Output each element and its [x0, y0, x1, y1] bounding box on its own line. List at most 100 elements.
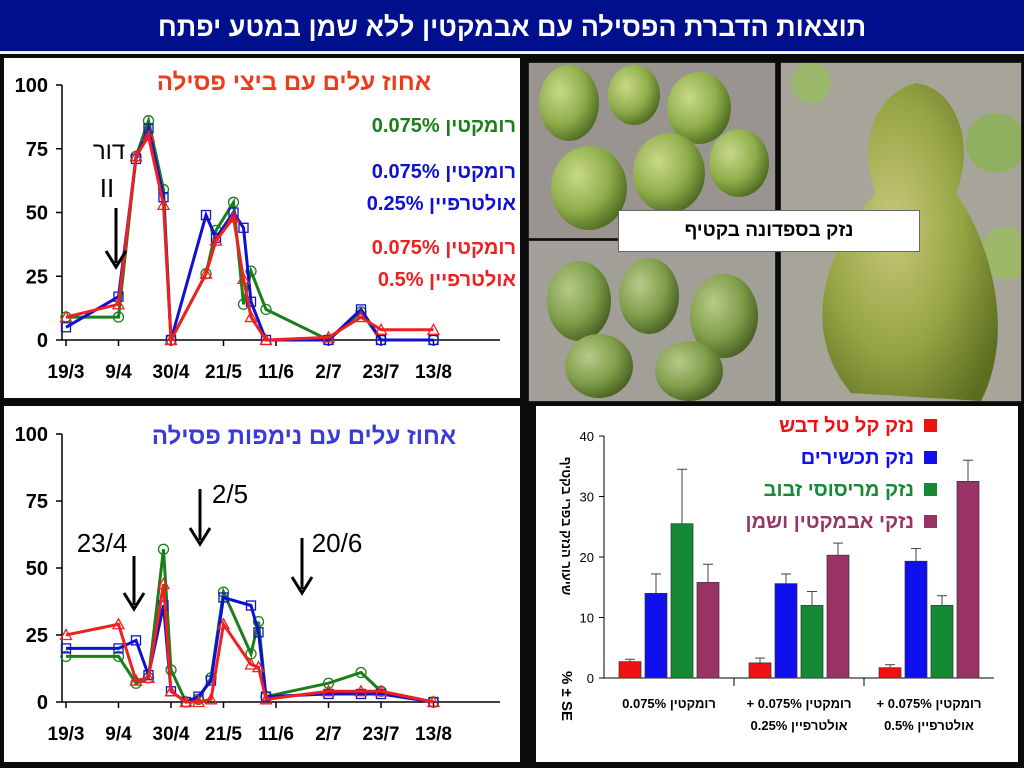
data-point	[60, 650, 72, 663]
data-point	[143, 123, 154, 134]
data-point	[426, 695, 441, 708]
legend-label: נזקי אבמקטין ושמן	[745, 511, 914, 533]
annotation-label: 2/5	[212, 479, 248, 509]
x-tick-label: 2/7	[315, 724, 341, 745]
pears-photo-2	[528, 240, 776, 402]
legend-label: נזק קל טל דבש	[779, 415, 914, 437]
y-tick-label: 50	[26, 558, 48, 580]
x-tick-label: 19/3	[48, 362, 85, 383]
legend-label: נזק תכשירים	[801, 447, 914, 469]
data-point	[322, 677, 335, 689]
data-point	[374, 322, 388, 335]
data-point	[218, 592, 229, 603]
y-tick-label: 25	[26, 266, 48, 288]
bar	[774, 583, 798, 679]
data-point	[355, 304, 367, 315]
arrow-head	[104, 250, 128, 270]
data-point	[141, 129, 156, 142]
data-point	[112, 650, 125, 663]
data-point	[60, 322, 72, 333]
y-tick-label: 20	[580, 550, 594, 565]
data-point	[259, 333, 273, 346]
y-tick-label: 0	[37, 330, 48, 352]
data-point	[259, 692, 273, 705]
x-tick-label: 11/6	[258, 724, 294, 745]
annotation-label: 20/6	[312, 528, 363, 558]
bar	[904, 560, 928, 679]
x-tick-label: 19/3	[48, 724, 85, 745]
data-point	[244, 310, 258, 323]
arrow-head	[188, 527, 212, 547]
data-point	[113, 643, 124, 654]
category-label-2: אולטרפיין 0.25%	[751, 718, 848, 733]
damage-bar-chart: 0 10 20 30 40 רומקטין 0.075% רומקטין 0.075% + א…	[558, 415, 994, 733]
data-point	[426, 322, 441, 335]
data-point	[236, 271, 251, 284]
legend-swatch	[924, 515, 937, 528]
page-title: תוצאות הדברת הפסילה עם אבמקטין ללא שמן ב…	[0, 0, 1024, 54]
bar	[956, 481, 980, 679]
y-tick-label: 25	[26, 625, 48, 647]
data-point	[129, 149, 143, 162]
bar	[618, 661, 642, 679]
x-tick-label: 23/7	[363, 362, 400, 383]
series-line-3	[65, 132, 434, 346]
x-tick-label: 13/8	[415, 362, 452, 383]
y-tick-label: 100	[15, 75, 48, 97]
y-tick-label: 0	[37, 692, 48, 714]
x-tick-label: 21/5	[205, 724, 242, 745]
data-point	[374, 684, 388, 697]
data-point	[260, 303, 272, 316]
data-point	[59, 310, 73, 323]
bar	[696, 582, 720, 679]
y-tick-label: 0	[587, 671, 594, 686]
eggs-line-chart: 0 25 50 75 100 19/3 9/4 30/4 21/5 11/6 2/7 23/7 13/8…	[15, 69, 517, 383]
x-tick-label: 30/4	[153, 362, 190, 383]
data-point	[156, 577, 171, 590]
x-tick-label: 2/7	[315, 362, 341, 383]
data-point	[112, 311, 125, 323]
x-tick-label: 30/4	[153, 724, 190, 745]
data-point	[199, 266, 213, 279]
data-point	[164, 333, 178, 346]
y-tick-label: 75	[26, 139, 48, 161]
data-point	[157, 543, 170, 555]
bar	[930, 605, 954, 679]
data-point	[209, 233, 223, 246]
bar	[826, 554, 850, 679]
x-tick-label: 9/4	[105, 724, 132, 745]
data-point	[260, 691, 272, 702]
data-point	[354, 684, 368, 697]
x-tick-label: 23/7	[363, 724, 400, 745]
data-point	[191, 695, 206, 708]
data-point	[354, 310, 368, 323]
legend-swatch	[924, 451, 937, 464]
data-point	[111, 297, 126, 310]
photo-caption: נזק בספדונה בקטיף	[618, 210, 920, 252]
y-axis-title: שיעור הנזק בפרי בקטיף	[559, 457, 574, 595]
y-tick-label: 40	[580, 429, 594, 444]
legend-label-3: רומקטין 0.075%	[372, 237, 516, 259]
data-point	[253, 627, 264, 638]
bar	[800, 605, 824, 679]
legend-label-1: רומקטין 0.075%	[372, 115, 516, 137]
category-label: רומקטין 0.075%	[622, 696, 716, 711]
arrow-head	[122, 592, 146, 612]
legend-label: נזק מריסוסי זבוב	[764, 479, 914, 501]
y-tick-label: 50	[26, 203, 48, 225]
data-point	[227, 196, 240, 208]
data-point	[251, 660, 266, 673]
data-point	[238, 222, 249, 233]
data-point	[245, 600, 257, 611]
legend-label-2: אולטרפיין 0.25%	[367, 193, 517, 215]
annotation-label: 23/4	[77, 528, 128, 558]
data-point	[375, 334, 387, 346]
data-point	[156, 198, 171, 211]
legend-label-2: רומקטין 0.075%	[372, 161, 516, 183]
pears-image-2	[547, 258, 758, 401]
pears-photo-1	[528, 62, 776, 239]
x-tick-label: 13/8	[415, 724, 452, 745]
data-point	[428, 334, 439, 346]
data-point	[204, 692, 218, 705]
series-line-2	[66, 595, 434, 704]
